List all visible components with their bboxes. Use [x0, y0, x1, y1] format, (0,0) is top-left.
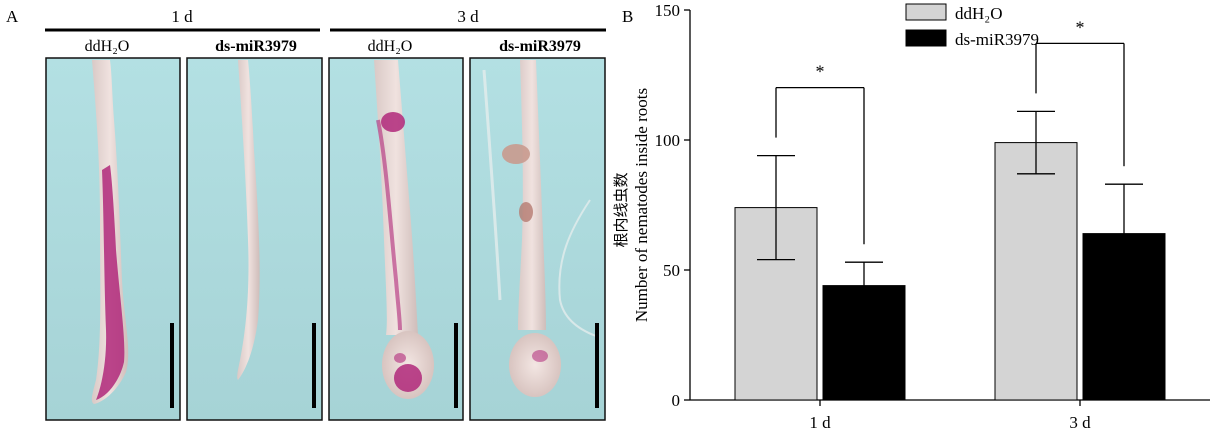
x-tick-label: 1 d — [809, 413, 831, 432]
panel-a: A 1 d 3 d ddH₂O ds-miR3979 ddH₂O ds-miR3… — [6, 7, 606, 421]
legend-swatch-ds-mir3979 — [905, 29, 947, 47]
legend: ddH₂O ds-miR3979 — [905, 3, 1039, 49]
panel-b: B 根内线虫数 Number of nematodes inside roots… — [613, 1, 1210, 432]
y-axis-title: Number of nematodes inside roots — [632, 88, 651, 322]
bar — [994, 142, 1078, 401]
y-tick-label: 150 — [655, 1, 681, 20]
y-tick-label: 100 — [655, 131, 681, 150]
col-label-1d-ddh2o: ddH₂O — [85, 38, 130, 55]
y-axis-title-cn: 根内线虫数 — [613, 172, 630, 247]
plot-significance: ** — [775, 17, 1125, 245]
panel-a-label: A — [6, 7, 19, 26]
significance-label: * — [1076, 17, 1085, 37]
photo-1d-ddh2o — [45, 57, 181, 421]
photo-3d-ds-mir3979 — [469, 57, 606, 421]
plot-error-bars — [757, 110, 1143, 310]
plot-bars — [734, 142, 1166, 401]
y-tick-label: 50 — [663, 261, 680, 280]
col-label-3d-ds-mir3979: ds-miR3979 — [499, 38, 581, 55]
panel-b-label: B — [622, 7, 633, 26]
legend-label-ddh2o: ddH₂O — [955, 4, 1002, 23]
significance-label: * — [816, 62, 825, 82]
col-label-1d-ds-mir3979: ds-miR3979 — [215, 38, 297, 55]
photo-3d-ddh2o — [328, 57, 464, 421]
group-1d-label: 1 d — [171, 7, 193, 26]
group-3d-label: 3 d — [457, 7, 479, 26]
photo-1d-ds-mir3979 — [186, 57, 323, 421]
legend-label-ds-mir3979: ds-miR3979 — [955, 30, 1039, 49]
col-label-3d-ddh2o: ddH₂O — [368, 38, 413, 55]
legend-swatch-ddh2o — [905, 3, 947, 21]
x-tick-label: 3 d — [1069, 413, 1091, 432]
y-tick-label: 0 — [672, 391, 681, 410]
